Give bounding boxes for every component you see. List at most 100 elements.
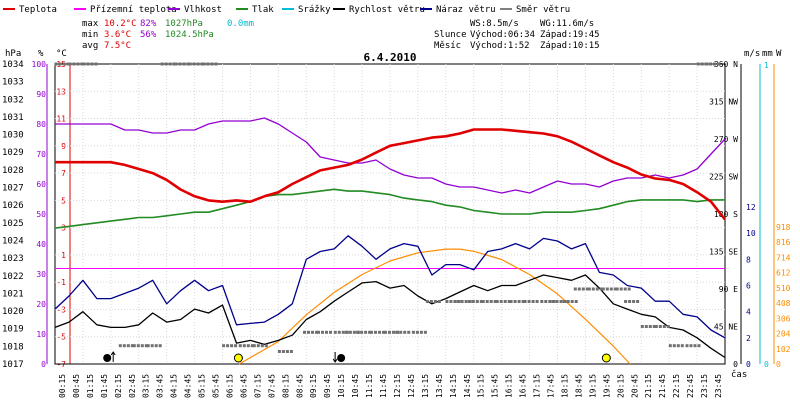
wind-direction-dot xyxy=(76,62,80,66)
wind-direction-dot xyxy=(285,350,289,353)
moon-set: Západ:10:15 xyxy=(540,41,600,51)
hum-tick: 10 xyxy=(36,330,46,339)
x-tick: 01:45 xyxy=(100,374,109,398)
x-tick: 07:15 xyxy=(253,374,262,398)
wind-direction-dot xyxy=(570,300,574,303)
solar-tick: 204 xyxy=(776,330,791,339)
wind-direction-dot xyxy=(615,287,619,291)
wind-direction-dot xyxy=(623,287,627,291)
x-tick: 12:45 xyxy=(407,374,416,398)
hum-tick: 60 xyxy=(36,180,46,189)
solar-unit: W xyxy=(776,49,782,59)
wind-direction-dot xyxy=(186,62,190,66)
moon-label: Měsíc xyxy=(434,41,461,51)
legend-item: Teplota xyxy=(19,5,57,15)
wind-direction-dot xyxy=(174,62,178,66)
x-tick: 20:45 xyxy=(630,374,639,398)
sun-rise: Východ:06:34 xyxy=(470,30,535,40)
wind-direction-dot xyxy=(150,344,154,348)
wind-direction-dot xyxy=(132,344,136,348)
wind-direction-dot xyxy=(94,62,98,66)
wind-direction-dot xyxy=(395,330,399,334)
rain-tick: 1 xyxy=(764,61,769,70)
wind-direction-dot xyxy=(551,300,555,303)
hum-tick: 20 xyxy=(36,300,46,309)
wind-direction-dot xyxy=(242,344,246,348)
wind-direction-dot xyxy=(713,62,716,66)
wind-direction-dot xyxy=(696,62,700,66)
wind-direction-dot xyxy=(577,287,581,291)
wind-direction-dot xyxy=(495,300,499,303)
wind-direction-dot xyxy=(364,330,368,334)
plot-area xyxy=(54,62,727,365)
x-tick: 04:15 xyxy=(170,374,179,398)
stat-avg-temp: 7.5°C xyxy=(104,41,131,51)
wind-direction-dot xyxy=(202,62,206,66)
wind-direction-dot xyxy=(464,300,468,303)
temp-tick: 3 xyxy=(61,224,66,233)
wind-direction-dot xyxy=(126,344,130,348)
direction-tick: 360 N xyxy=(714,60,738,69)
wind-direction-dot xyxy=(574,300,578,303)
wind-direction-dot xyxy=(591,287,595,291)
x-tick: 19:45 xyxy=(602,374,611,398)
x-tick: 20:15 xyxy=(616,374,625,398)
wind-direction-dot xyxy=(311,330,314,334)
hum-tick: 0 xyxy=(41,360,46,369)
wind-direction-dot xyxy=(628,300,632,303)
direction-tick: 0 xyxy=(733,360,738,369)
wind-direction-dot xyxy=(521,300,525,303)
wind-direction-dot xyxy=(499,300,503,303)
wind-gust-line xyxy=(54,235,726,339)
pressure-tick: 1024 xyxy=(2,236,24,246)
wind-direction-dot xyxy=(58,62,62,66)
wind-direction-dot xyxy=(544,300,548,303)
sunset-marker xyxy=(601,353,611,363)
wind-direction-dot xyxy=(700,62,704,66)
wind-direction-dot xyxy=(158,344,162,348)
wind-direction-dot xyxy=(238,344,242,348)
stat-ws: WS:8.5m/s xyxy=(470,19,519,29)
wind-direction-dot xyxy=(260,344,264,348)
wind-direction-dot xyxy=(144,344,148,348)
stats-panel: max 10.2°C 82% 1027hPa 0.0mm min 3.6°C 5… xyxy=(82,19,600,51)
direction-tick: 270 W xyxy=(714,135,738,144)
wind-direction-dot xyxy=(636,300,640,303)
wind-unit: m/s xyxy=(744,49,760,59)
wind-direction-dot xyxy=(503,300,507,303)
x-tick: 10:45 xyxy=(351,374,360,398)
sunrise-marker xyxy=(233,353,243,363)
temp-tick: 7 xyxy=(61,169,66,178)
hum-tick: 40 xyxy=(36,240,46,249)
x-tick: 15:15 xyxy=(477,374,486,398)
wind-direction-dot xyxy=(644,325,648,328)
pressure-tick: 1034 xyxy=(2,60,24,70)
wind-direction-dot xyxy=(548,300,552,303)
pressure-tick: 1027 xyxy=(2,184,24,194)
wind-direction-dot xyxy=(317,330,320,334)
wind-direction-dot xyxy=(222,344,226,348)
wind-direction-dot xyxy=(709,62,712,66)
hum-tick: 80 xyxy=(36,120,46,129)
x-tick: 19:15 xyxy=(588,374,597,398)
wind-tick: 2 xyxy=(746,334,751,343)
wind-direction-dot xyxy=(489,300,493,303)
wind-direction-dot xyxy=(689,344,693,348)
wind-direction-dot xyxy=(214,62,218,66)
x-tick: 02:15 xyxy=(114,374,123,398)
wind-direction-dot xyxy=(531,300,535,303)
wind-direction-dot xyxy=(348,330,352,334)
wind-direction-dot xyxy=(307,330,310,334)
x-tick: 23:15 xyxy=(700,374,709,398)
moonrise-marker xyxy=(103,354,112,362)
wind-direction-dot xyxy=(425,300,429,303)
x-tick: 17:15 xyxy=(533,374,542,398)
wind-direction-dot xyxy=(658,325,662,328)
wind-direction-dot xyxy=(648,325,652,328)
x-tick: 01:15 xyxy=(86,374,95,398)
wind-tick: 4 xyxy=(746,308,751,317)
wind-tick: 8 xyxy=(746,255,751,264)
wind-direction-dot xyxy=(90,62,94,66)
wind-direction-dot xyxy=(360,330,364,334)
